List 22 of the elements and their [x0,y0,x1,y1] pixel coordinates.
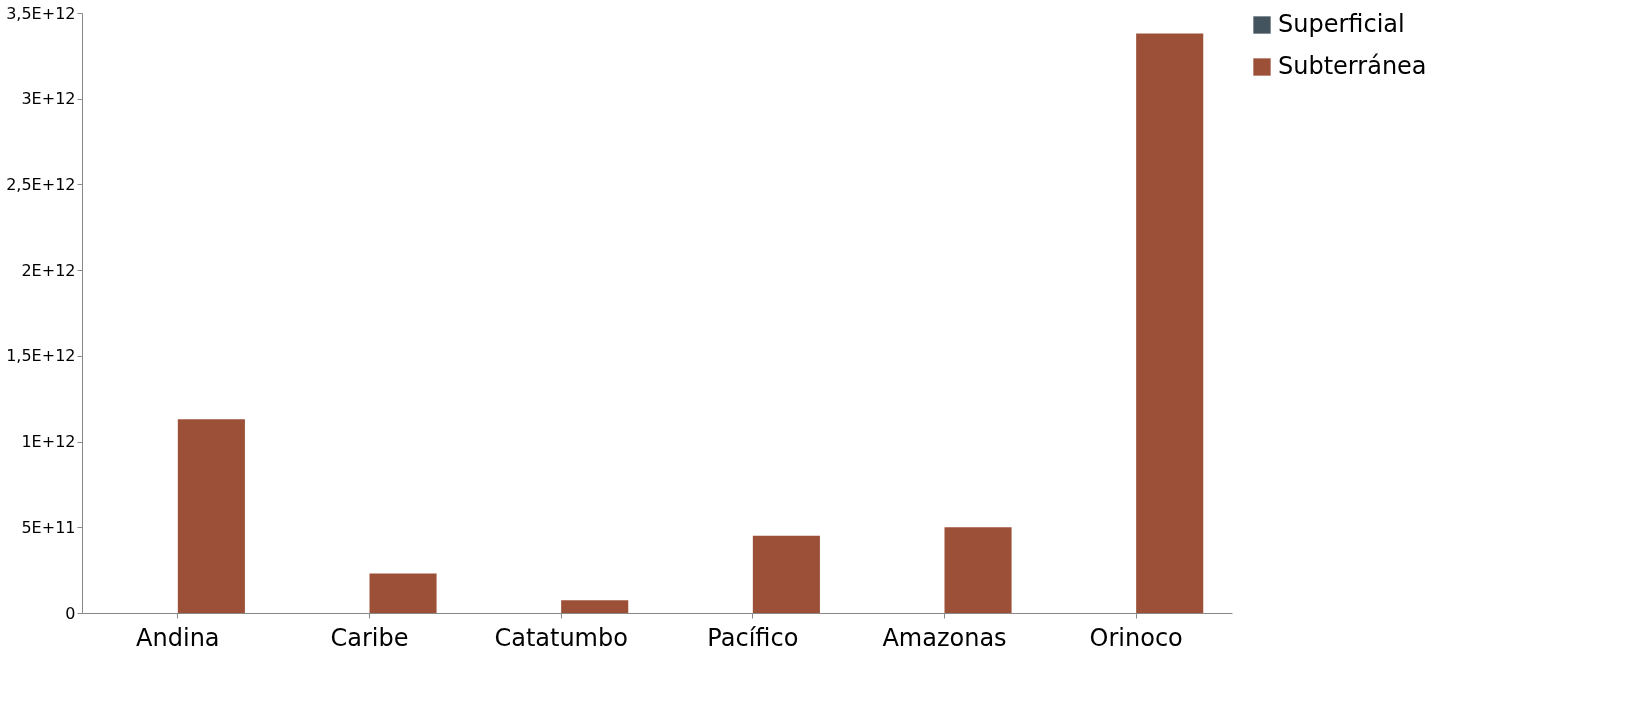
bar [1136,33,1204,613]
bar [561,600,629,613]
y-tick-label: 1,5E+12 [6,346,76,366]
x-tick-label: Orinoco [1089,623,1183,652]
legend-label: Subterránea [1278,52,1427,80]
y-tick-label: 3,5E+12 [6,3,76,23]
bar [944,527,1012,613]
legend-label: Superficial [1278,10,1405,38]
y-tick-label: 2,5E+12 [6,174,76,194]
bar [752,535,820,613]
x-tick-label: Pacífico [707,623,799,652]
y-tick-label: 2E+12 [21,260,76,280]
bar [369,573,437,613]
y-tick-label: 3E+12 [21,89,76,109]
x-tick-label: Catatumbo [494,623,628,652]
y-tick-label: 0 [65,603,76,623]
x-tick-label: Amazonas [882,623,1007,652]
x-tick-label: Caribe [330,623,409,652]
y-tick-label: 1E+12 [21,432,76,452]
x-tick-label: Andina [136,623,220,652]
y-tick-label: 5E+11 [21,517,76,537]
bar [177,419,245,613]
